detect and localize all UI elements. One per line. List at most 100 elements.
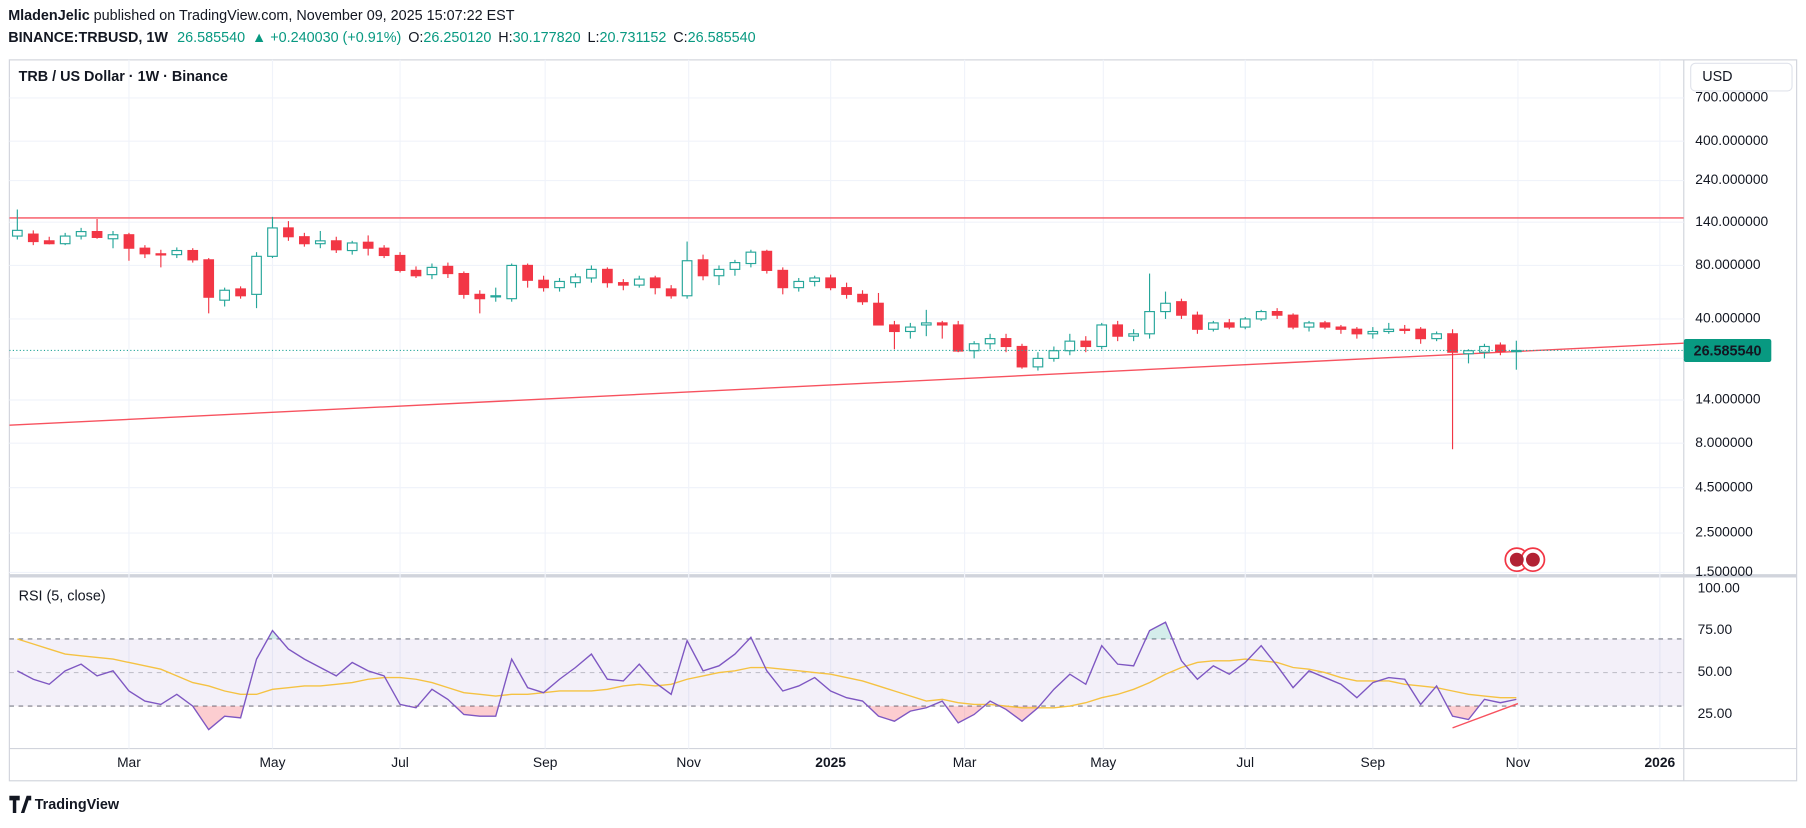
candle-body — [649, 277, 661, 289]
candle-body — [1447, 333, 1458, 353]
logo-text: TradingView — [35, 797, 120, 813]
candle-body — [936, 322, 948, 326]
candle-body — [1144, 311, 1155, 335]
candle-body — [410, 269, 422, 277]
y-tick-label: 14.000000 — [1695, 391, 1761, 407]
candle-body — [267, 227, 278, 257]
candle-body — [857, 293, 868, 303]
rsi-tick-label: 75.00 — [1698, 621, 1733, 637]
candle-body — [155, 253, 167, 256]
candle-body — [330, 240, 342, 251]
candle-body — [187, 249, 199, 261]
x-tick-label: Sep — [1361, 754, 1386, 770]
rsi-tick-label: 100.00 — [1698, 579, 1741, 595]
candle-body — [474, 293, 486, 300]
candle-body — [633, 278, 645, 286]
candle-body — [27, 233, 39, 243]
currency-button[interactable] — [1690, 62, 1793, 92]
ohlc-key: O: — [408, 30, 423, 46]
ohlc-key: H: — [498, 30, 512, 46]
candle-body — [1351, 328, 1363, 335]
candle-body — [586, 268, 597, 279]
candle-body — [1431, 333, 1442, 340]
rsi-tick-label: 25.00 — [1698, 705, 1733, 721]
x-tick-label: Jul — [1236, 754, 1254, 770]
ohlc-value: 26.250120 — [423, 30, 491, 46]
candle-body — [825, 277, 836, 289]
x-tick-label: Nov — [1506, 754, 1531, 770]
logo: TradingView — [9, 795, 120, 814]
rsi-title: RSI (5, close) — [19, 588, 106, 604]
candle-body — [1271, 311, 1283, 316]
candle-body — [1287, 314, 1299, 328]
candle-body — [203, 259, 215, 298]
candle-body — [490, 295, 502, 298]
candle-body — [681, 260, 693, 297]
publisher-line: MladenJelic published on TradingView.com… — [8, 8, 515, 24]
candle-body — [458, 272, 470, 295]
candle-body — [1383, 328, 1395, 333]
y-tick-label: 2.500000 — [1695, 524, 1753, 540]
last-price-label: 26.585540 — [1694, 343, 1762, 359]
candle-body — [761, 250, 773, 271]
candle-body — [1000, 338, 1012, 348]
candle-body — [107, 234, 119, 240]
candle-body — [1128, 333, 1139, 337]
y-tick-label: 8.000000 — [1695, 434, 1753, 450]
rsi-ma-line — [17, 638, 1517, 709]
x-tick-label: Sep — [533, 754, 558, 770]
candle-body — [697, 259, 709, 277]
y-tick-label: 140.000000 — [1695, 213, 1768, 229]
publisher-text: published on TradingView.com, November 0… — [90, 8, 515, 24]
candle-body — [1048, 350, 1060, 359]
y-tick-label: 400.000000 — [1695, 132, 1768, 148]
logo-icon — [9, 795, 32, 814]
x-tick-label: Jul — [391, 754, 409, 770]
ohlc-key: L: — [587, 30, 599, 46]
candle-body — [1064, 340, 1076, 352]
candle-body — [1399, 328, 1411, 331]
candle-body — [1479, 345, 1490, 353]
candle-body — [506, 264, 518, 300]
candle-body — [1335, 326, 1347, 330]
candle-body — [299, 236, 310, 245]
candle-body — [889, 324, 900, 333]
last-price-tag — [1683, 338, 1772, 362]
x-tick-label: May — [259, 754, 285, 770]
candle-body — [952, 324, 964, 352]
y-tick-label: 4.500000 — [1695, 478, 1753, 494]
candle-body — [1032, 357, 1044, 368]
rsi-tick-label: 50.00 — [1698, 663, 1733, 679]
event-flags — [1504, 547, 1546, 573]
candle-body — [968, 343, 980, 352]
candle-body — [442, 265, 454, 275]
rsi-line — [17, 621, 1517, 731]
candle-body — [984, 338, 996, 345]
candle-body — [346, 242, 358, 252]
candle-body — [43, 240, 55, 245]
candle-body — [841, 287, 852, 295]
price-pane — [9, 209, 1684, 450]
candle-body — [920, 322, 932, 326]
candle-body — [1495, 344, 1506, 353]
candle-body — [873, 302, 884, 326]
y-tick-label: 240.000000 — [1695, 171, 1768, 187]
candle-body — [139, 247, 151, 255]
candle-body — [729, 262, 741, 270]
candle-body — [1223, 322, 1235, 328]
candle-body — [1255, 311, 1267, 320]
publisher-user: MladenJelic — [8, 8, 90, 24]
candle-body — [1160, 302, 1171, 313]
candle-body — [665, 288, 677, 297]
currency-label: USD — [1702, 69, 1732, 85]
candle-body — [713, 268, 725, 277]
ohlc-key: C: — [673, 30, 687, 46]
axes: Mar May Jul Sep Nov 2025 Mar May Jul Sep Nov 2026 1.… — [117, 89, 1772, 770]
header-change: ▲ +0.240030 (+0.91%) — [252, 30, 401, 46]
flag-icon-inner — [1509, 552, 1524, 567]
candle-body — [617, 282, 629, 286]
candle-body — [777, 269, 789, 289]
candle-body — [283, 227, 294, 238]
